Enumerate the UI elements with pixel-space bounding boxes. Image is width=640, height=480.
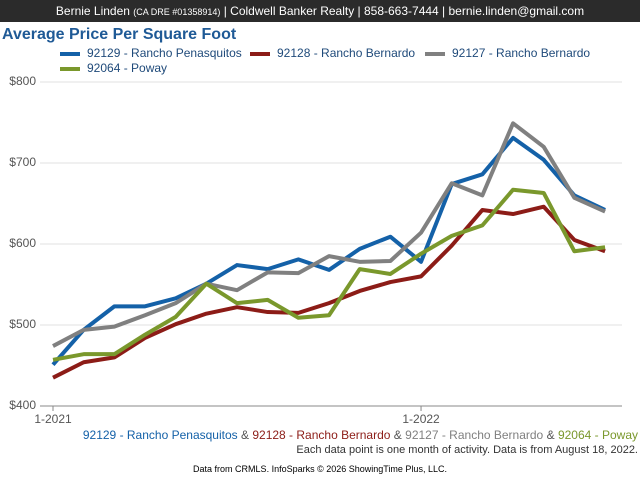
y-tick-label: $600 (9, 236, 36, 250)
footer-legend-label: 92129 - Rancho Penasquitos (82, 428, 238, 442)
legend-separator: & (546, 428, 555, 442)
x-tick-label: 1-2022 (402, 412, 440, 426)
series-line (52, 121, 606, 348)
series-line (52, 204, 606, 380)
x-tick-label: 1-2021 (34, 412, 72, 426)
footer-legend: 92129 - Rancho Penasquitos & 92128 - Ran… (83, 428, 638, 442)
contact: | Coldwell Banker Realty | 858-663-7444 … (223, 4, 585, 18)
y-tick-label: $500 (9, 317, 36, 331)
footer-legend-label: 92128 - Rancho Bernardo (252, 428, 391, 442)
legend-label: 92064 - Poway (87, 61, 167, 75)
note: Each data point is one month of activity… (296, 444, 638, 456)
agent-name: Bernie Linden (55, 4, 130, 18)
source: Data from CRMLS. InfoSparks © 2026 Showi… (193, 464, 447, 474)
footer-legend-label: 92127 - Rancho Bernardo (405, 428, 544, 442)
header-bar: Bernie Linden (CA DRE #01358914) | Coldw… (0, 0, 640, 22)
footer-legend-label: 92064 - Poway (557, 428, 638, 442)
legend-separator: & (393, 428, 402, 442)
series-line (52, 187, 606, 362)
legend-label: 92127 - Rancho Bernardo (452, 46, 590, 60)
series-line (51, 135, 606, 367)
y-tick-label: $400 (9, 398, 36, 412)
legend-label: 92128 - Rancho Bernardo (277, 46, 415, 60)
y-tick-label: $700 (9, 155, 36, 169)
license: (CA DRE #01358914) (133, 7, 221, 17)
y-tick-label: $800 (9, 74, 36, 88)
chart-title: Average Price Per Square Foot (2, 26, 237, 43)
legend-label: 92129 - Rancho Penasquitos (87, 46, 242, 60)
legend-separator: & (240, 428, 249, 442)
